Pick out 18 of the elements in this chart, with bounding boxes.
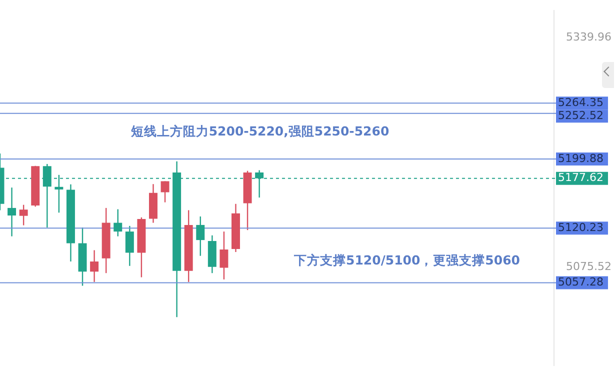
candlestick xyxy=(160,180,170,203)
annotation: 短线上方阻力5200-5220,强阻5250-5260 xyxy=(130,123,390,138)
ref-line-label: 5252.52 xyxy=(558,108,604,122)
candlestick xyxy=(8,186,16,237)
annotation: 下方支撑5120/5100，更强支撑5060 xyxy=(293,252,520,268)
candlestick xyxy=(196,216,205,256)
ref-line-label: 5199.88 xyxy=(558,152,604,165)
ref-line-label: 5057.28 xyxy=(558,276,604,289)
candlestick xyxy=(220,230,228,280)
ref-line-label: 5177.62 xyxy=(558,171,604,184)
ref-line-label: 5120.23 xyxy=(558,221,604,234)
candlestick xyxy=(19,204,28,226)
candlestick xyxy=(114,208,122,237)
candlestick xyxy=(90,250,99,283)
ref-line-label: 5264.35 xyxy=(558,96,604,109)
candlestick xyxy=(125,225,134,266)
y-tick-label: 5075.52 xyxy=(566,260,612,273)
y-tick-label: 5339.96 xyxy=(566,30,612,44)
